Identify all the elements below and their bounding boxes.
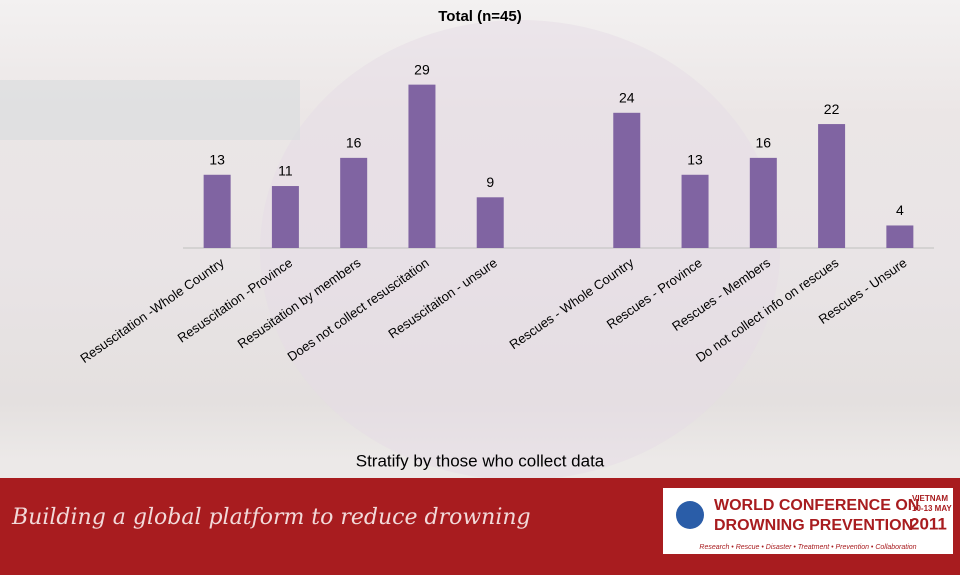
data-label: 13 bbox=[687, 151, 703, 167]
logo-dates: 10-13 MAY bbox=[912, 504, 952, 513]
slogan: Building a global platform to reduce dro… bbox=[11, 505, 531, 530]
data-label: 16 bbox=[756, 135, 772, 151]
bar bbox=[271, 186, 299, 248]
bar bbox=[476, 197, 504, 248]
bar bbox=[613, 112, 641, 248]
logo-country: VIETNAM bbox=[912, 494, 948, 503]
logo-emblem bbox=[676, 501, 704, 529]
x-tick-label: Resuscitation -Whole Country bbox=[77, 255, 227, 366]
background-shape bbox=[260, 20, 780, 480]
bar bbox=[749, 157, 777, 248]
logo-text: WORLD CONFERENCE ON bbox=[714, 497, 919, 514]
bar bbox=[203, 174, 231, 248]
data-label: 9 bbox=[486, 174, 494, 190]
data-label: 16 bbox=[346, 135, 362, 151]
data-label: 29 bbox=[414, 61, 430, 77]
chart-title: Total (n=45) bbox=[438, 8, 521, 25]
data-label: 13 bbox=[209, 151, 225, 167]
bar bbox=[408, 84, 436, 248]
logo-tagline: Research • Rescue • Disaster • Treatment… bbox=[699, 544, 916, 551]
logo-box bbox=[663, 488, 953, 554]
bar bbox=[340, 157, 368, 248]
data-label: 22 bbox=[824, 101, 840, 117]
data-label: 11 bbox=[278, 163, 293, 179]
data-label: 24 bbox=[619, 90, 635, 106]
x-axis-label: Stratify by those who collect data bbox=[356, 451, 605, 470]
bar bbox=[818, 124, 846, 248]
logo-year: 2011 bbox=[910, 514, 947, 533]
data-label: 4 bbox=[896, 202, 904, 218]
background-shape bbox=[0, 80, 300, 140]
bar bbox=[886, 225, 914, 248]
bar bbox=[681, 174, 709, 248]
logo-text: DROWNING PREVENTION bbox=[714, 517, 913, 534]
